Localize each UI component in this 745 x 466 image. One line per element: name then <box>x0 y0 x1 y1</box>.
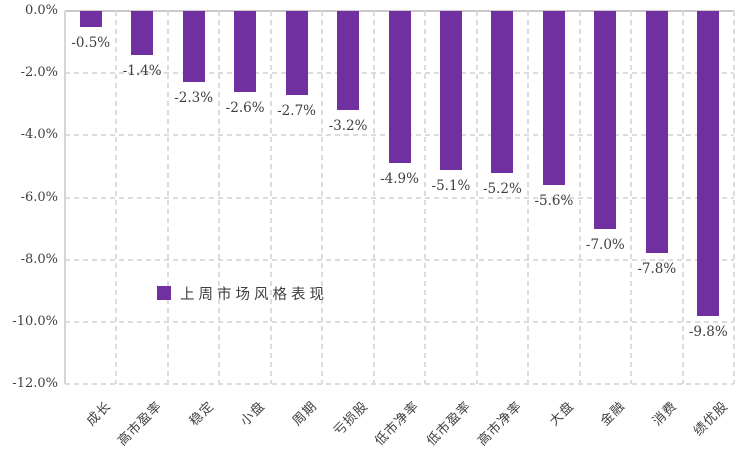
x-tick-label: 成长 <box>83 398 115 430</box>
legend-label: 上周市场风格表现 <box>180 286 328 303</box>
bar <box>234 11 257 92</box>
bar-value-label: -3.2% <box>328 118 368 135</box>
bar <box>645 11 668 254</box>
h-gridline <box>65 196 734 199</box>
bar <box>594 11 617 229</box>
v-gridline <box>269 11 272 384</box>
v-gridline <box>630 11 633 384</box>
y-tick-label: -8.0% <box>20 251 58 267</box>
x-tick-label: 小盘 <box>238 398 269 430</box>
x-tick-label: 周期 <box>289 398 320 430</box>
v-gridline <box>372 11 375 384</box>
h-gridline <box>65 258 734 261</box>
bar <box>131 11 154 55</box>
x-tick-label: 亏损股 <box>331 398 372 440</box>
bar-value-label: -7.8% <box>637 261 677 278</box>
bar <box>697 11 720 316</box>
y-tick-label: -6.0% <box>20 189 58 205</box>
bar <box>388 11 411 164</box>
v-gridline <box>115 11 118 384</box>
bar <box>285 11 308 95</box>
legend: 上周市场风格表现 <box>157 284 328 303</box>
bar <box>439 11 462 170</box>
x-tick-label: 绩优股 <box>691 398 732 440</box>
y-tick-label: -10.0% <box>12 313 58 329</box>
v-gridline <box>475 11 478 384</box>
x-tick-label: 高市净率 <box>475 398 526 450</box>
v-gridline <box>424 11 427 384</box>
bar-value-label: -2.3% <box>174 90 214 107</box>
y-tick-label: -4.0% <box>20 127 58 143</box>
x-tick-label: 金融 <box>598 398 629 430</box>
bar <box>182 11 205 83</box>
v-gridline <box>321 11 324 384</box>
h-gridline <box>65 383 734 385</box>
x-tick-label: 大盘 <box>546 398 578 430</box>
x-tick-label: 低市净率 <box>372 398 423 450</box>
bar-value-label: -0.5% <box>71 34 111 51</box>
v-gridline <box>166 11 169 384</box>
y-tick-label: 0.0% <box>24 3 58 18</box>
v-gridline <box>681 11 684 384</box>
v-gridline <box>733 11 735 384</box>
bar-value-label: -5.1% <box>431 177 471 194</box>
x-tick-label: 消费 <box>649 398 681 430</box>
bar <box>542 11 565 186</box>
y-tick-label: -2.0% <box>20 65 58 81</box>
v-gridline <box>578 11 581 384</box>
legend-swatch-icon <box>157 286 171 300</box>
bar-value-label: -2.6% <box>225 99 265 116</box>
bar-value-label: -5.6% <box>534 193 574 210</box>
bar-value-label: -2.7% <box>277 102 316 119</box>
x-tick-label: 稳定 <box>186 398 218 430</box>
bar-value-label: -7.0% <box>585 236 625 253</box>
x-tick-label: 低市盈率 <box>424 398 475 450</box>
v-gridline <box>218 11 221 384</box>
bar-value-label: -4.9% <box>380 171 419 188</box>
bar-value-label: -1.4% <box>122 62 162 79</box>
bar <box>79 11 102 27</box>
y-tick-label: -12.0% <box>12 376 58 391</box>
v-gridline <box>527 11 530 384</box>
bar <box>337 11 360 111</box>
h-gridline <box>65 320 734 323</box>
bar-value-label: -9.8% <box>688 323 728 340</box>
x-tick-label: 高市盈率 <box>115 398 166 450</box>
bar-value-label: -5.2% <box>482 180 522 197</box>
y-axis-line <box>64 11 66 384</box>
bar <box>491 11 514 173</box>
